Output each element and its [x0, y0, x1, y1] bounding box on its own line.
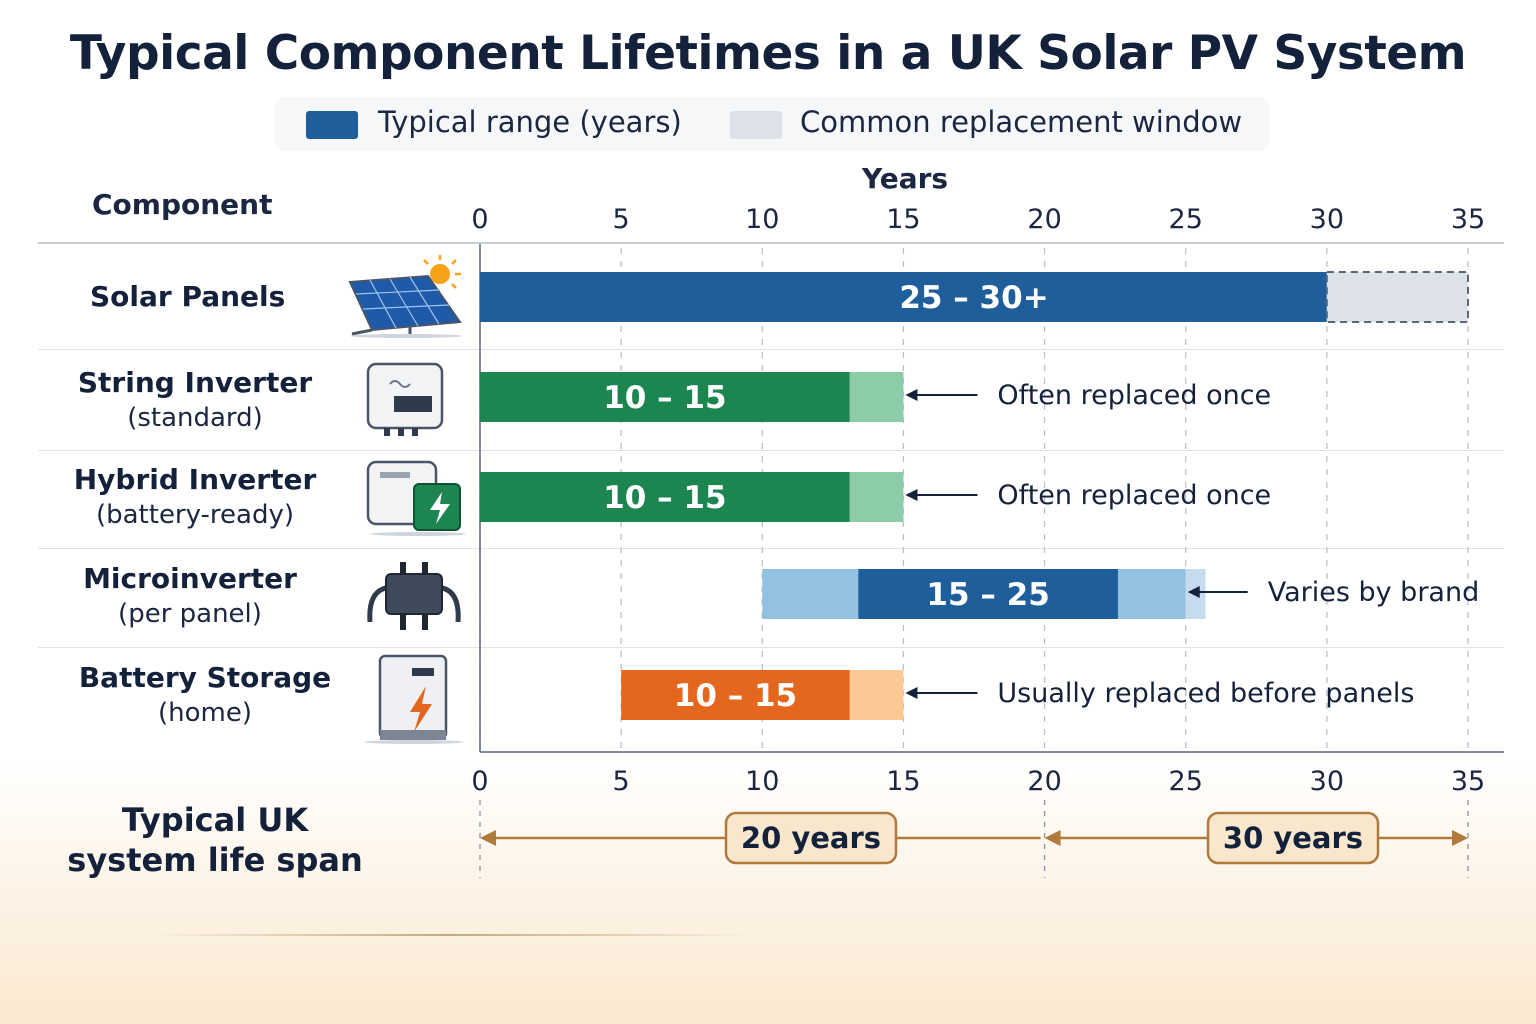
row-label-microinverter: Microinverter: [83, 562, 297, 595]
solar-panel-icon: [348, 255, 462, 338]
lifespan-badge-label: 20 years: [741, 821, 881, 855]
x-tick-label-top: 5: [613, 204, 630, 235]
lifespan-arrowhead: [1452, 830, 1468, 846]
bar-segment: [621, 670, 850, 720]
x-axis-label: Years: [862, 162, 949, 195]
annotation-arrowhead: [905, 687, 918, 699]
bar-label: 15 – 25: [926, 577, 1049, 613]
legend-swatch-typical: [306, 111, 358, 139]
header-divider: [38, 242, 1504, 244]
bar-segment: [480, 472, 850, 522]
row-divider: [38, 647, 1504, 648]
bar-label: 10 – 15: [603, 480, 726, 516]
row-label-hybrid-inverter: Hybrid Inverter: [73, 463, 317, 496]
x-tick-label-top: 20: [1027, 204, 1061, 235]
x-tick-label-top: 0: [471, 204, 488, 235]
x-tick-label-bottom: 15: [886, 766, 920, 797]
annotation-arrowhead: [905, 389, 918, 401]
lifespan-badge: [1206, 811, 1380, 865]
x-tick-label-bottom: 25: [1169, 766, 1203, 797]
x-tick-label-top: 15: [886, 204, 920, 235]
x-tick-label-top: 25: [1169, 204, 1203, 235]
row-sublabel-microinverter: (per panel): [118, 599, 262, 629]
x-tick-label-top: 35: [1451, 204, 1485, 235]
legend-swatch-replacement: [730, 111, 782, 139]
row-divider: [38, 349, 1504, 350]
row-divider: [38, 450, 1504, 451]
lifespan-badge-label: 30 years: [1223, 821, 1363, 855]
x-tick-label-bottom: 10: [745, 766, 779, 797]
battery-storage-icon: [364, 654, 464, 744]
lifespan-badge: [724, 811, 898, 865]
chart-title: Typical Component Lifetimes in a UK Sola…: [69, 26, 1467, 81]
x-tick-label-top: 30: [1310, 204, 1344, 235]
annotation-arrowhead: [905, 489, 918, 501]
row-label-string-inverter: String Inverter: [77, 366, 313, 399]
annotation-text: Often replaced once: [997, 480, 1271, 511]
annotation-text: Often replaced once: [997, 380, 1271, 411]
bar-segment: [849, 372, 904, 422]
component-header: Component: [92, 188, 273, 221]
x-tick-label-bottom: 30: [1310, 766, 1344, 797]
x-tick-label-top: 10: [745, 204, 779, 235]
annotation-arrowhead: [1187, 586, 1200, 598]
hybrid-inverter-icon: [366, 460, 466, 536]
row-divider: [38, 548, 1504, 549]
decorative-divider: [150, 934, 750, 936]
bar-segment: [1117, 569, 1186, 619]
lifespan-arrowhead: [1044, 830, 1061, 846]
legend-label-replacement: Common replacement window: [800, 105, 1243, 139]
microinverter-icon: [367, 562, 461, 630]
row-sublabel-hybrid-inverter: (battery-ready): [95, 500, 295, 530]
x-tick-label-bottom: 35: [1451, 766, 1485, 797]
annotation-text: Varies by brand: [1268, 577, 1480, 608]
string-inverter-icon: [366, 362, 444, 436]
x-tick-label-bottom: 20: [1027, 766, 1061, 797]
x-tick-label-bottom: 0: [471, 766, 488, 797]
bar-label: 10 – 15: [603, 380, 726, 416]
bar-segment: [849, 670, 904, 720]
row-label-battery-storage: Battery Storage: [78, 661, 332, 694]
row-sublabel-battery-storage: (home): [158, 698, 252, 728]
bar-segment: [1325, 271, 1470, 323]
lifespan-arrowhead: [480, 830, 496, 846]
bar-label: 25 – 30+: [899, 280, 1048, 316]
bar-segment: [480, 372, 850, 422]
bar-segment: [480, 272, 1327, 322]
bar-segment: [858, 569, 1118, 619]
bar-label: 10 – 15: [674, 678, 797, 714]
bar-segment: [762, 569, 859, 619]
legend: Typical range (years) Common replacement…: [274, 97, 1270, 151]
legend-label-typical: Typical range (years): [378, 105, 682, 139]
x-tick-label-bottom: 5: [613, 766, 630, 797]
annotation-text: Usually replaced before panels: [997, 678, 1414, 709]
lifespan-label: Typical UK system life span: [67, 801, 363, 879]
bar-segment: [849, 472, 904, 522]
row-sublabel-string-inverter: (standard): [127, 403, 263, 433]
row-label-solar-panels: Solar Panels: [90, 280, 286, 313]
